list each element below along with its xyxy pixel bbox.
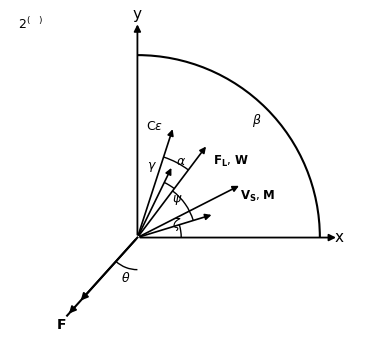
Text: $2^{(\enspace\enspace)}$: $2^{(\enspace\enspace)}$ (18, 16, 43, 32)
Text: $\beta$: $\beta$ (252, 112, 262, 129)
Text: y: y (133, 6, 142, 22)
Text: $\mathbf{V_S}$, $\mathbf{M}$: $\mathbf{V_S}$, $\mathbf{M}$ (239, 189, 275, 204)
Text: $\gamma$: $\gamma$ (147, 161, 157, 175)
Text: C$\varepsilon$: C$\varepsilon$ (146, 120, 163, 133)
Text: $\alpha$: $\alpha$ (176, 155, 186, 168)
Text: $\psi$: $\psi$ (172, 193, 182, 207)
Text: $\mathbf{F_L}$, $\mathbf{W}$: $\mathbf{F_L}$, $\mathbf{W}$ (213, 154, 249, 169)
Text: x: x (334, 230, 343, 245)
Text: $\mathbf{F}$: $\mathbf{F}$ (57, 318, 67, 332)
Text: $\zeta$: $\zeta$ (172, 216, 182, 233)
Text: $\theta$: $\theta$ (121, 271, 130, 285)
